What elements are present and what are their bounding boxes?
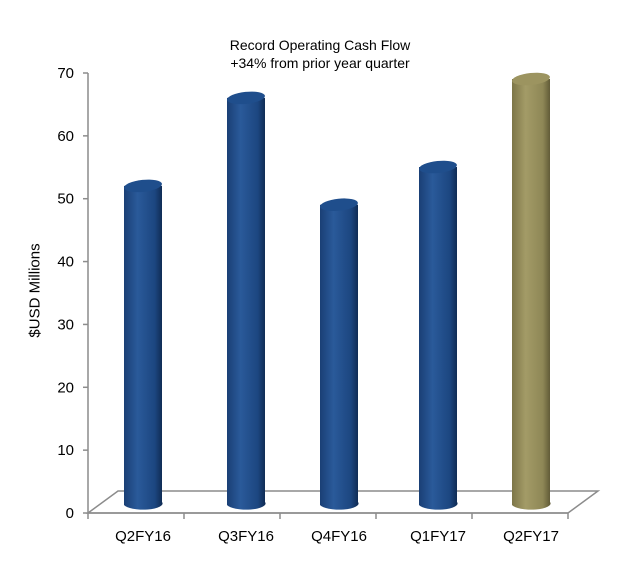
chart-title: Record Operating Cash Flow +34% from pri… [200,36,440,72]
x-tick-label: Q1FY17 [410,528,466,545]
y-tick-label: 20 [57,379,74,396]
y-tick-label: 70 [57,65,74,82]
y-tick-label: 50 [57,191,74,208]
x-tick-label: Q2FY17 [503,528,559,545]
y-tick-label: 60 [57,128,74,145]
y-tick-label: 0 [66,505,74,522]
x-tick-label: Q3FY16 [218,528,274,545]
chart-title-main: Record Operating Cash Flow [229,37,411,53]
y-tick-label: 10 [57,442,74,459]
bar-q2fy16 [124,179,163,510]
y-tick-label: 40 [57,254,74,271]
x-axis-labels: Q2FY16 Q3FY16 Q4FY16 Q1FY17 Q2FY17 [115,528,559,545]
y-tick-label: 30 [57,316,74,333]
bar-q2fy17 [512,72,551,510]
x-tick-label: Q4FY16 [311,528,367,545]
x-tick-label: Q2FY16 [115,528,171,545]
bar-q1fy17 [419,160,458,510]
axes: 0 10 20 30 40 50 60 70 [57,65,601,522]
bar-q3fy16 [227,91,266,510]
chart-subtitle: +34% from prior year quarter [230,55,410,71]
bar-q4fy16 [320,198,359,510]
bars [124,72,551,510]
